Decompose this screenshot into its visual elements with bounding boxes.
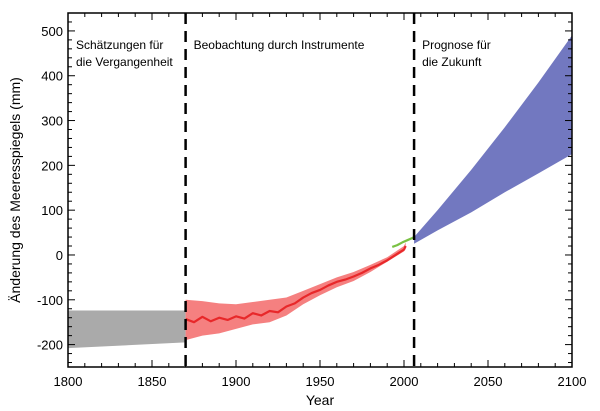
- y-tick-label: 0: [56, 248, 63, 263]
- region-labels: Schätzungen für die Vergangenheit Beobacht…: [76, 38, 491, 69]
- x-tick-label: 1900: [222, 374, 251, 389]
- region-label-0: Schätzungen für: [76, 38, 163, 52]
- x-tick-label: 2000: [390, 374, 419, 389]
- series-line-3: [391, 236, 415, 248]
- region-label-1: Beobachtung durch Instrumente: [194, 38, 365, 52]
- y-tick-label: -200: [37, 338, 63, 353]
- y-tick-label: 500: [41, 24, 63, 39]
- period-dividers: [184, 13, 416, 367]
- band-1: [185, 242, 406, 341]
- x-tick-label: 1950: [306, 374, 335, 389]
- y-tick-label: -100: [37, 293, 63, 308]
- series-line-2: [185, 245, 407, 324]
- y-axis-ticks: -200 -100 0 100 200 300 400 500: [37, 12, 572, 364]
- x-axis-label: Year: [306, 392, 335, 408]
- x-axis-ticks: 1800 1850 1900 1950 2000 2050 2100: [54, 13, 587, 389]
- y-tick-label: 400: [41, 69, 63, 84]
- uncertainty-bands: [68, 35, 572, 349]
- region-label-0: die Vergangenheit: [76, 55, 173, 69]
- x-tick-label: 2100: [558, 374, 587, 389]
- y-tick-label: 200: [41, 158, 63, 173]
- region-label-2: die Zukunft: [422, 55, 482, 69]
- band-0: [68, 310, 186, 349]
- x-tick-label: 2050: [474, 374, 503, 389]
- y-tick-label: 300: [41, 114, 63, 129]
- x-tick-label: 1850: [138, 374, 167, 389]
- region-label-2: Prognose für: [422, 38, 491, 52]
- y-axis-label: Änderung des Meeresspiegels (mm): [7, 77, 23, 303]
- x-tick-label: 1800: [54, 374, 83, 389]
- series-lines: [185, 236, 415, 324]
- band-4: [414, 35, 572, 244]
- y-tick-label: 100: [41, 203, 63, 218]
